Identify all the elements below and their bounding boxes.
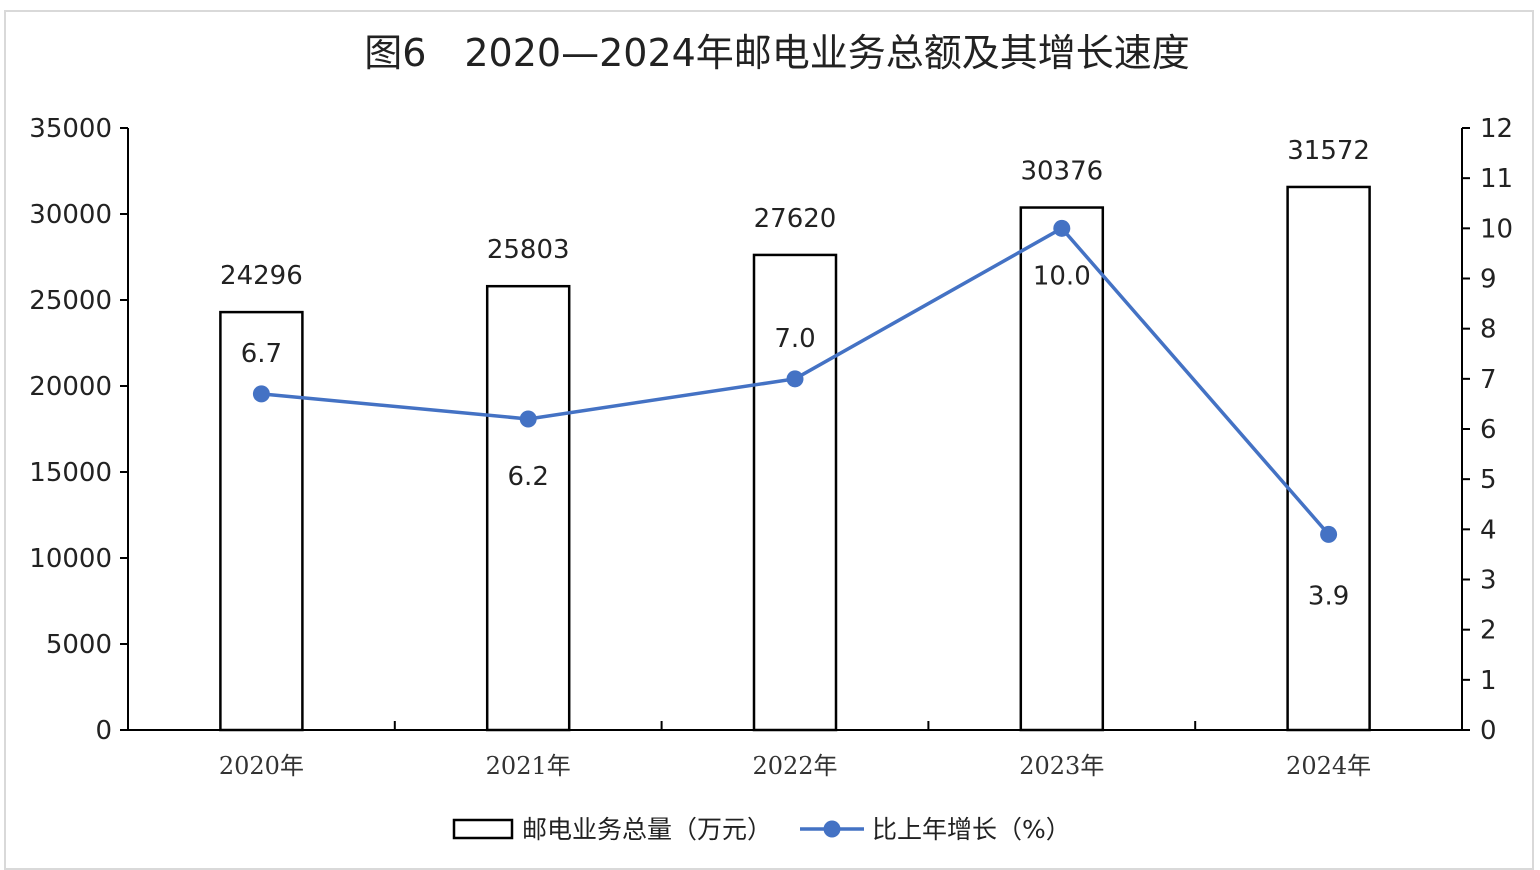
growth-value-label: 6.2 — [508, 462, 549, 492]
growth-point — [1320, 525, 1338, 543]
growth-value-label: 7.0 — [774, 324, 815, 354]
bar — [485, 284, 571, 732]
right-tick-label: 8 — [1480, 315, 1497, 345]
right-tick-label: 7 — [1480, 365, 1497, 395]
left-tick-label: 5000 — [46, 630, 112, 660]
chart-title: 图6 2020—2024年邮电业务总额及其增长速度 — [364, 31, 1190, 75]
right-tick-label: 1 — [1480, 666, 1497, 696]
right-tick-label: 6 — [1480, 415, 1497, 445]
left-tick-label: 30000 — [29, 200, 112, 230]
growth-value-label: 3.9 — [1308, 581, 1349, 611]
bar-value-label: 30376 — [1020, 157, 1103, 187]
bar-value-label: 24296 — [220, 261, 303, 291]
growth-value-label: 10.0 — [1033, 261, 1091, 291]
bar — [219, 310, 304, 732]
bar — [1019, 206, 1105, 732]
right-tick-label: 0 — [1480, 716, 1497, 746]
bar-value-label: 27620 — [754, 204, 837, 234]
legend-line-marker — [823, 820, 841, 838]
growth-point — [786, 370, 804, 388]
growth-point — [252, 385, 270, 403]
legend-line-label: 比上年增长（%） — [872, 815, 1071, 844]
bar-value-label: 25803 — [487, 235, 570, 265]
left-tick-label: 15000 — [29, 458, 112, 488]
bar-value-label: 31572 — [1287, 136, 1370, 166]
right-tick-label: 11 — [1480, 164, 1513, 194]
legend-bar-swatch — [452, 818, 514, 840]
legend-bar-label: 邮电业务总量（万元） — [522, 815, 772, 844]
x-tick-label: 2023年 — [1019, 752, 1104, 780]
right-tick-label: 3 — [1480, 566, 1497, 596]
right-tick-label: 4 — [1480, 515, 1497, 545]
right-tick-label: 10 — [1480, 214, 1513, 244]
bar — [752, 253, 838, 732]
right-tick-label: 9 — [1480, 265, 1497, 295]
right-tick-label: 2 — [1480, 616, 1497, 646]
left-tick-label: 0 — [95, 716, 112, 746]
x-tick-label: 2022年 — [752, 752, 837, 780]
left-tick-label: 35000 — [29, 114, 112, 144]
x-tick-label: 2021年 — [486, 752, 571, 780]
right-tick-label: 12 — [1480, 114, 1513, 144]
left-tick-label: 20000 — [29, 372, 112, 402]
right-tick-label: 5 — [1480, 465, 1497, 495]
growth-value-label: 6.7 — [241, 339, 282, 369]
left-tick-label: 25000 — [29, 286, 112, 316]
left-tick-label: 10000 — [29, 544, 112, 574]
x-tick-label: 2024年 — [1286, 752, 1371, 780]
x-tick-label: 2020年 — [219, 752, 304, 780]
growth-point — [519, 410, 537, 428]
bar — [1286, 185, 1371, 732]
growth-point — [1053, 219, 1071, 237]
